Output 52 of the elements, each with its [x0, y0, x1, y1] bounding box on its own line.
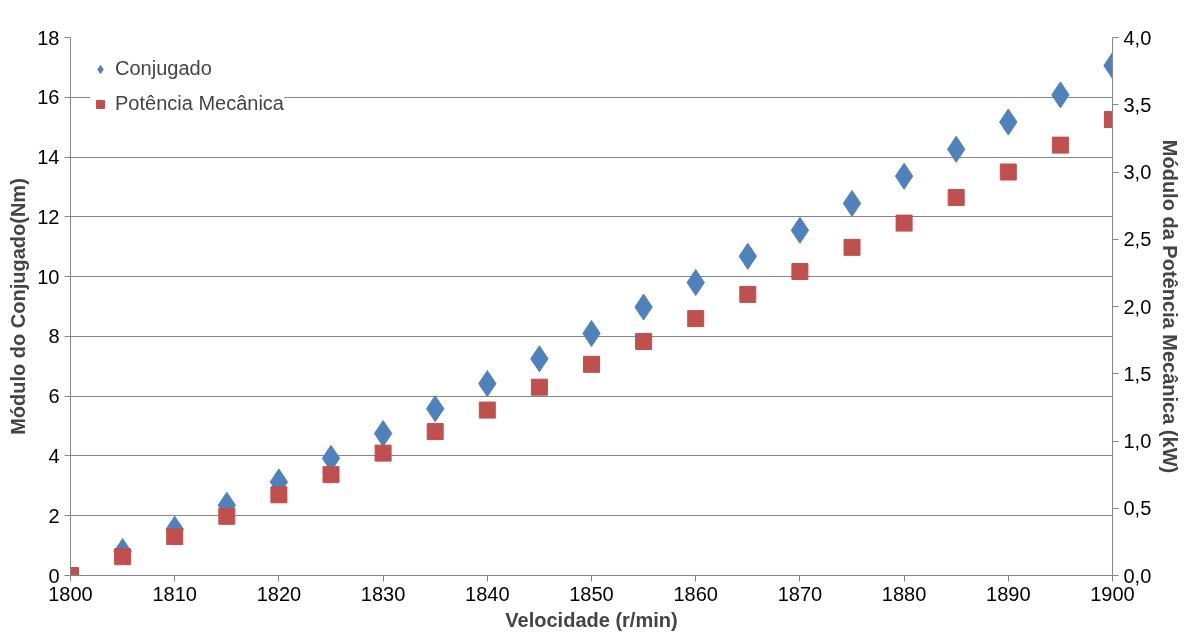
point: [790, 216, 810, 244]
legend-label: Potência Mecânica: [115, 92, 284, 115]
point: [894, 162, 914, 190]
y2-tick-label: 3,5: [1123, 93, 1152, 116]
y-tick-label: 8: [48, 325, 60, 348]
y-axis-title: Módulo do Conjugado(Nm): [7, 178, 30, 435]
x-tick-label: 1890: [986, 582, 1031, 605]
y2-tick-label: 1,5: [1123, 362, 1152, 385]
y-tick-label: 14: [37, 146, 60, 169]
point: [739, 285, 757, 303]
y-tick-label: 2: [48, 504, 60, 527]
point: [270, 486, 288, 504]
y2-tick-label: 4,0: [1123, 26, 1152, 49]
point: [895, 214, 913, 232]
y-tick-label: 12: [37, 205, 60, 228]
y2-tick-label: 3,0: [1123, 161, 1152, 183]
point: [999, 163, 1017, 181]
x-tick-label: 1840: [465, 582, 510, 605]
point: [374, 444, 392, 462]
point: [322, 466, 340, 484]
point: [843, 238, 861, 256]
point: [842, 189, 862, 217]
x-tick-label: 1810: [152, 582, 197, 605]
point: [687, 310, 705, 328]
point: [478, 401, 496, 419]
y2-tick-label: 0,5: [1123, 497, 1152, 520]
point: [530, 378, 548, 396]
y2-axis-title: Módulo da Potência Mecânica (kW): [1159, 139, 1182, 474]
point: [583, 355, 600, 373]
point: [218, 507, 236, 525]
y-tick-label: 16: [37, 86, 60, 109]
x-tick-label: 1860: [673, 582, 718, 605]
y-tick-label: 18: [37, 26, 60, 49]
y2-tick-label: 1,0: [1123, 430, 1152, 452]
point: [635, 332, 653, 350]
y2-tick-label: 2,5: [1123, 228, 1152, 251]
point: [791, 263, 809, 281]
point: [166, 527, 184, 545]
y-tick-label: 4: [48, 444, 60, 467]
legend-label: Conjugado: [115, 57, 212, 80]
x-tick-label: 1870: [777, 582, 823, 605]
point: [426, 423, 444, 441]
point: [947, 189, 965, 207]
x-tick-label: 1880: [881, 582, 927, 605]
point: [1051, 136, 1069, 154]
x-axis-title: Velocidade (r/min): [505, 608, 678, 631]
y2-tick-label: 2,0: [1123, 295, 1152, 318]
y-tick-label: 6: [48, 385, 60, 408]
y-tick-label: 10: [37, 265, 60, 288]
x-tick-label: 1850: [569, 582, 614, 605]
x-tick-label: 1820: [256, 582, 302, 605]
x-tick-label: 1830: [360, 582, 406, 605]
